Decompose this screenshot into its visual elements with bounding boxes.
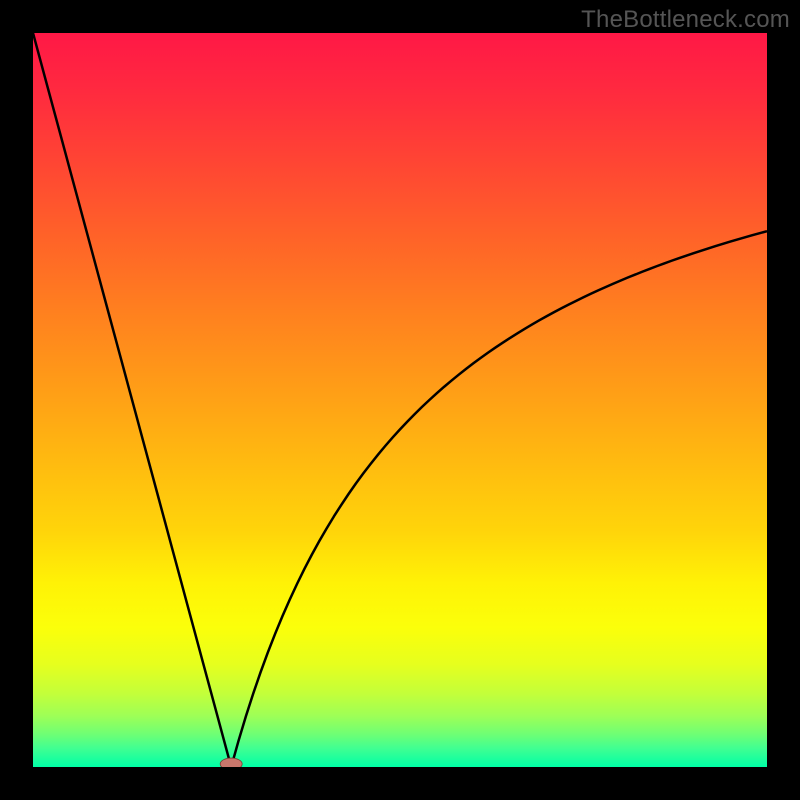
chart-background: [33, 33, 767, 767]
bottleneck-chart: [33, 33, 767, 767]
optimum-marker: [220, 758, 242, 767]
watermark-text: TheBottleneck.com: [581, 6, 790, 34]
chart-container: TheBottleneck.com: [0, 0, 800, 800]
